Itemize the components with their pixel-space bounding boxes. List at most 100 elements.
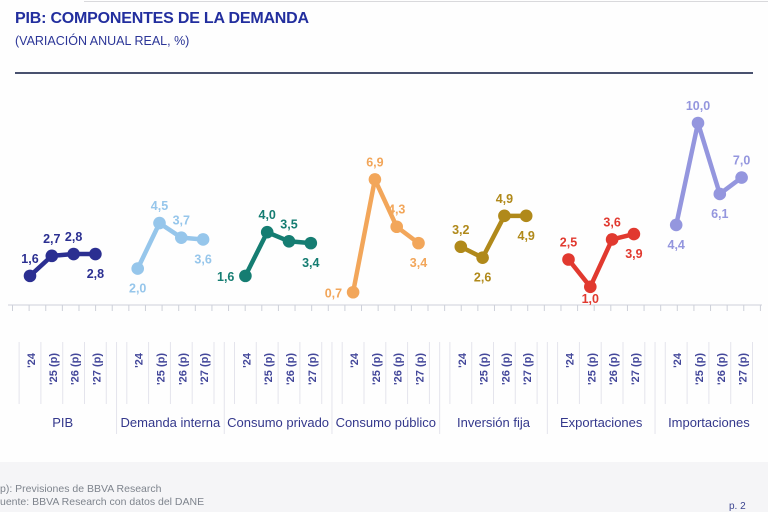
year-tick-label: '27 (p)	[738, 353, 750, 385]
value-label: 6,1	[711, 207, 728, 221]
value-label: 0,7	[325, 286, 342, 300]
value-label: 4,3	[388, 203, 405, 217]
value-label: 2,8	[87, 267, 104, 281]
footnote-forecast: p): Previsiones de BBVA Research	[0, 483, 162, 495]
value-label: 7,0	[733, 154, 750, 168]
page-number: p. 2	[729, 501, 746, 512]
year-tick-label: '27 (p)	[630, 353, 642, 385]
data-point	[282, 235, 296, 248]
year-tick-label: '27 (p)	[415, 353, 427, 385]
top-border-line	[84, 1, 768, 2]
data-point	[584, 280, 597, 294]
data-point	[131, 262, 144, 275]
year-tick-label: '25 (p)	[694, 353, 706, 385]
data-point	[519, 209, 533, 223]
value-label: 3,7	[173, 214, 190, 228]
group-label: PIB	[52, 415, 73, 430]
group-label: Consumo privado	[227, 415, 329, 430]
footer: p): Previsiones de BBVA Research uente: …	[0, 462, 768, 512]
data-point	[412, 236, 425, 250]
series-line	[27, 251, 98, 279]
series-line	[566, 231, 637, 290]
chart-title: PIB: COMPONENTES DE LA DEMANDA	[15, 10, 309, 27]
value-label: 2,0	[129, 282, 146, 296]
year-tick-label: '25 (p)	[263, 353, 275, 385]
data-point	[45, 249, 59, 263]
series-line	[135, 220, 206, 271]
year-tick-label: '27 (p)	[91, 353, 103, 385]
group-label: Exportaciones	[560, 415, 643, 430]
group-label: Demanda interna	[121, 415, 221, 430]
year-tick-label: '26 (p)	[285, 353, 297, 385]
data-point	[260, 225, 274, 239]
year-tick-label: '26 (p)	[500, 353, 512, 385]
value-label: 4,9	[518, 229, 535, 243]
title-divider	[15, 72, 753, 74]
group-label: Consumo público	[336, 415, 436, 430]
value-label: 3,4	[410, 256, 427, 270]
year-tick-label: '27 (p)	[307, 353, 319, 385]
year-tick-label: '24	[565, 352, 577, 368]
value-label: 4,9	[496, 192, 513, 206]
data-point	[196, 233, 210, 246]
data-point	[691, 116, 705, 130]
data-point	[153, 216, 166, 230]
year-tick-label: '25 (p)	[586, 353, 598, 385]
year-tick-label: '25 (p)	[371, 353, 383, 385]
year-tick-label: '24	[241, 352, 253, 368]
value-label: 10,0	[686, 99, 710, 113]
data-point	[390, 220, 404, 234]
value-label: 6,9	[366, 155, 383, 169]
year-tick-label: '26 (p)	[716, 353, 728, 385]
data-point	[89, 247, 102, 261]
year-tick-label: '25 (p)	[156, 353, 168, 385]
year-tick-label: '26 (p)	[70, 353, 82, 385]
group-label: Inversión fija	[457, 415, 531, 430]
series-line	[350, 177, 421, 295]
data-point	[304, 236, 318, 250]
value-label: 3,6	[194, 252, 211, 266]
value-label: 4,5	[151, 199, 168, 213]
data-point	[23, 269, 37, 283]
data-point	[735, 171, 748, 184]
year-tick-label: '26 (p)	[177, 353, 189, 385]
year-tick-label: '26 (p)	[608, 353, 620, 385]
data-point	[454, 240, 468, 254]
year-tick-label: '24	[134, 352, 146, 368]
footnote-source: uente: BBVA Research con datos del DANE	[0, 495, 205, 508]
value-label: 2,5	[560, 236, 577, 250]
value-label: 3,9	[625, 247, 642, 261]
value-label: 2,8	[65, 230, 82, 244]
data-point	[562, 253, 575, 266]
value-label: 2,6	[474, 271, 491, 285]
value-label: 1,6	[21, 252, 38, 266]
year-tick-label: '26 (p)	[393, 353, 405, 385]
value-label: 1,0	[582, 292, 599, 306]
year-tick-label: '24	[457, 352, 469, 368]
value-label: 4,0	[259, 208, 276, 222]
year-tick-label: '24	[26, 352, 38, 368]
group-label: Importaciones	[668, 415, 750, 430]
data-point	[175, 231, 188, 244]
value-label: 1,6	[217, 270, 234, 284]
value-label: 3,2	[452, 223, 469, 237]
data-point	[627, 227, 641, 241]
value-label: 2,7	[43, 232, 60, 246]
data-point	[605, 233, 619, 246]
year-tick-label: '24	[349, 352, 361, 368]
data-point	[498, 209, 511, 223]
value-label: 3,5	[280, 217, 297, 231]
year-tick-label: '25 (p)	[479, 353, 491, 385]
series-line	[458, 213, 529, 260]
year-tick-label: '24	[672, 352, 684, 368]
value-label: 3,6	[603, 215, 620, 229]
year-tick-label: '25 (p)	[48, 353, 60, 385]
data-point	[67, 247, 80, 261]
data-point	[368, 173, 382, 186]
data-point	[346, 285, 360, 299]
data-point	[713, 187, 727, 201]
chart-subtitle: (VARIACIÓN ANUAL REAL, %)	[15, 34, 190, 48]
data-point	[669, 218, 683, 232]
year-tick-label: '27 (p)	[522, 353, 534, 385]
